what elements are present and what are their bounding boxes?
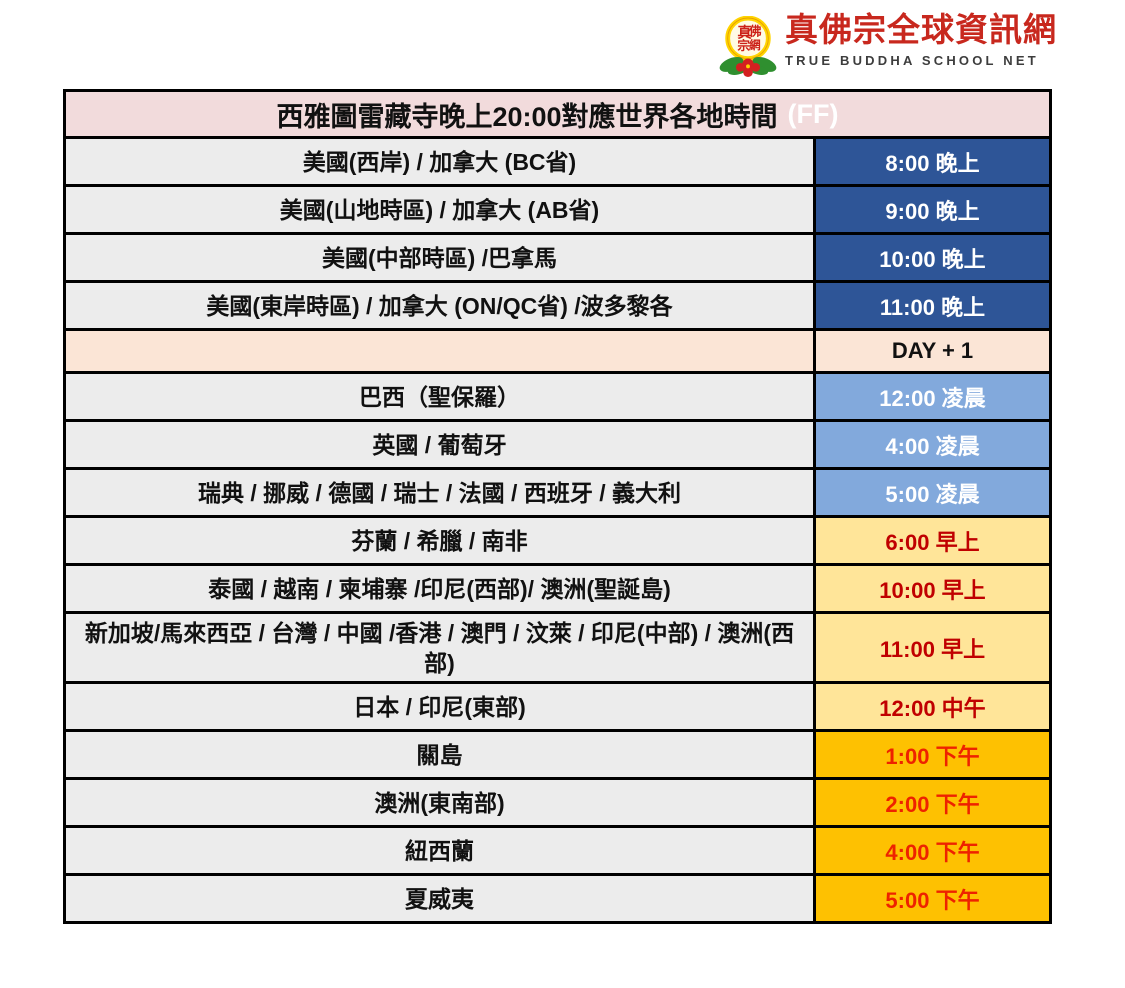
table-row: 新加坡/馬來西亞 / 台灣 / 中國 /香港 / 澳門 / 汶萊 / 印尼(中部… <box>66 611 1049 681</box>
time-cell: 4:00 下午 <box>813 828 1049 873</box>
time-cell: 4:00 凌晨 <box>813 422 1049 467</box>
location-cell: 夏威夷 <box>66 876 813 921</box>
time-cell: 10:00 晚上 <box>813 235 1049 280</box>
time-cell: 11:00 早上 <box>813 614 1049 681</box>
table-row: 美國(東岸時區) / 加拿大 (ON/QC省) /波多黎各 11:00 晚上 <box>66 280 1049 328</box>
table-row: 美國(中部時區) /巴拿馬 10:00 晚上 <box>66 232 1049 280</box>
time-cell: 10:00 早上 <box>813 566 1049 611</box>
location-cell: 芬蘭 / 希臘 / 南非 <box>66 518 813 563</box>
location-cell: 日本 / 印尼(東部) <box>66 684 813 729</box>
table-row: 芬蘭 / 希臘 / 南非 6:00 早上 <box>66 515 1049 563</box>
table-row: 關島 1:00 下午 <box>66 729 1049 777</box>
site-logo: 真 佛 宗 網 真佛宗全球資訊網 TRUE BUDDHA SCHOOL NET <box>719 12 1057 80</box>
page-title-text: 西雅圖雷藏寺晚上20:00對應世界各地時間 <box>276 101 778 132</box>
location-cell: 美國(山地時區) / 加拿大 (AB省) <box>66 187 813 232</box>
table-row: 澳洲(東南部) 2:00 下午 <box>66 777 1049 825</box>
location-cell: 瑞典 / 挪威 / 德國 / 瑞士 / 法國 / 西班牙 / 義大利 <box>66 470 813 515</box>
table-row: 日本 / 印尼(東部) 12:00 中午 <box>66 681 1049 729</box>
table-row: 美國(山地時區) / 加拿大 (AB省) 9:00 晚上 <box>66 184 1049 232</box>
location-cell: 澳洲(東南部) <box>66 780 813 825</box>
location-cell: 關島 <box>66 732 813 777</box>
location-cell: 美國(中部時區) /巴拿馬 <box>66 235 813 280</box>
time-cell: 8:00 晚上 <box>813 139 1049 184</box>
timezone-table: 西雅圖雷藏寺晚上20:00對應世界各地時間 (FF) 美國(西岸) / 加拿大 … <box>63 89 1052 924</box>
table-row: 英國 / 葡萄牙 4:00 凌晨 <box>66 419 1049 467</box>
location-cell: 美國(西岸) / 加拿大 (BC省) <box>66 139 813 184</box>
time-cell: 12:00 中午 <box>813 684 1049 729</box>
table-row: 紐西蘭 4:00 下午 <box>66 825 1049 873</box>
time-cell: 6:00 早上 <box>813 518 1049 563</box>
time-cell: 9:00 晚上 <box>813 187 1049 232</box>
table-row: 巴西（聖保羅） 12:00 凌晨 <box>66 371 1049 419</box>
location-cell: 新加坡/馬來西亞 / 台灣 / 中國 /香港 / 澳門 / 汶萊 / 印尼(中部… <box>66 614 813 681</box>
day-plus-one-label: DAY + 1 <box>813 331 1049 371</box>
svg-text:宗: 宗 <box>737 38 750 53</box>
table-row: 泰國 / 越南 / 柬埔寨 /印尼(西部)/ 澳洲(聖誕島) 10:00 早上 <box>66 563 1049 611</box>
location-cell: 泰國 / 越南 / 柬埔寨 /印尼(西部)/ 澳洲(聖誕島) <box>66 566 813 611</box>
time-cell: 11:00 晚上 <box>813 283 1049 328</box>
location-cell: 英國 / 葡萄牙 <box>66 422 813 467</box>
location-cell: 美國(東岸時區) / 加拿大 (ON/QC省) /波多黎各 <box>66 283 813 328</box>
brand-name-chinese: 真佛宗全球資訊網 <box>785 13 1057 49</box>
time-cell: 12:00 凌晨 <box>813 374 1049 419</box>
location-cell: 巴西（聖保羅） <box>66 374 813 419</box>
location-cell: 紐西蘭 <box>66 828 813 873</box>
table-row: 夏威夷 5:00 下午 <box>66 873 1049 921</box>
time-cell: 5:00 凌晨 <box>813 470 1049 515</box>
brand-name-english: TRUE BUDDHA SCHOOL NET <box>785 53 1039 68</box>
page-title: 西雅圖雷藏寺晚上20:00對應世界各地時間 (FF) <box>66 92 1049 136</box>
location-cell <box>66 331 813 371</box>
svg-text:網: 網 <box>749 38 761 52</box>
true-buddha-emblem-icon: 真 佛 宗 網 <box>719 16 777 77</box>
table-title-row: 西雅圖雷藏寺晚上20:00對應世界各地時間 (FF) <box>66 92 1049 136</box>
table-row: 瑞典 / 挪威 / 德國 / 瑞士 / 法國 / 西班牙 / 義大利 5:00 … <box>66 467 1049 515</box>
day-plus-one-row: DAY + 1 <box>66 328 1049 371</box>
time-cell: 5:00 下午 <box>813 876 1049 921</box>
table-row: 美國(西岸) / 加拿大 (BC省) 8:00 晚上 <box>66 136 1049 184</box>
time-cell: 2:00 下午 <box>813 780 1049 825</box>
svg-text:佛: 佛 <box>748 23 762 38</box>
svg-text:真: 真 <box>737 23 752 41</box>
time-cell: 1:00 下午 <box>813 732 1049 777</box>
page-title-tag: (FF) <box>787 98 839 129</box>
